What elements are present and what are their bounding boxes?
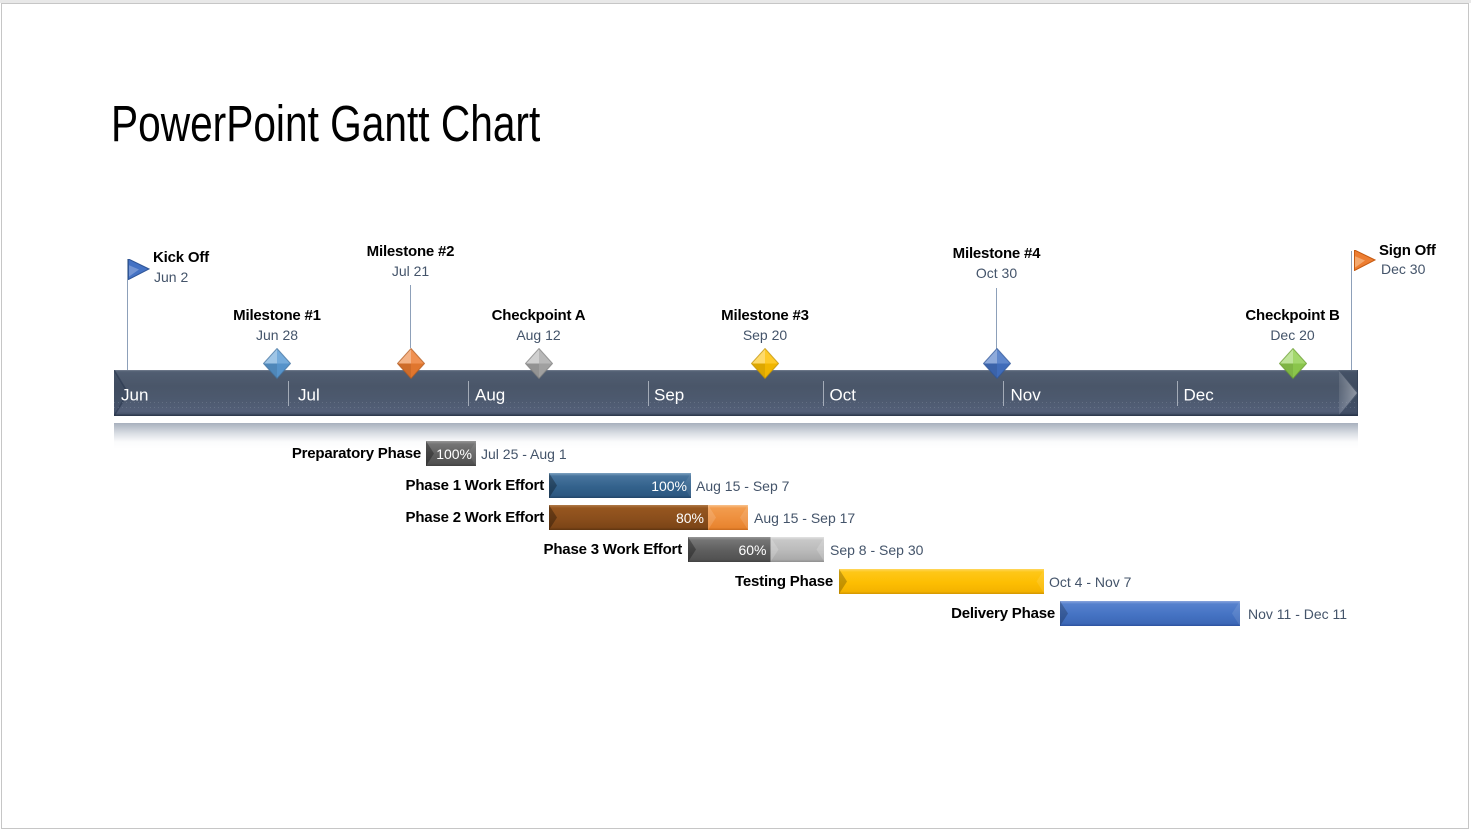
svg-text:Jun: Jun: [121, 386, 148, 405]
svg-text:Jul: Jul: [298, 386, 320, 405]
svg-text:Sep: Sep: [654, 386, 684, 405]
svg-text:80%: 80%: [676, 510, 704, 526]
svg-text:100%: 100%: [436, 446, 472, 462]
svg-text:Oct: Oct: [830, 386, 857, 405]
svg-text:Nov: Nov: [1011, 386, 1042, 405]
svg-text:60%: 60%: [738, 542, 766, 558]
svg-text:Aug: Aug: [475, 386, 505, 405]
svg-text:100%: 100%: [651, 478, 687, 494]
svg-text:Dec: Dec: [1184, 386, 1215, 405]
